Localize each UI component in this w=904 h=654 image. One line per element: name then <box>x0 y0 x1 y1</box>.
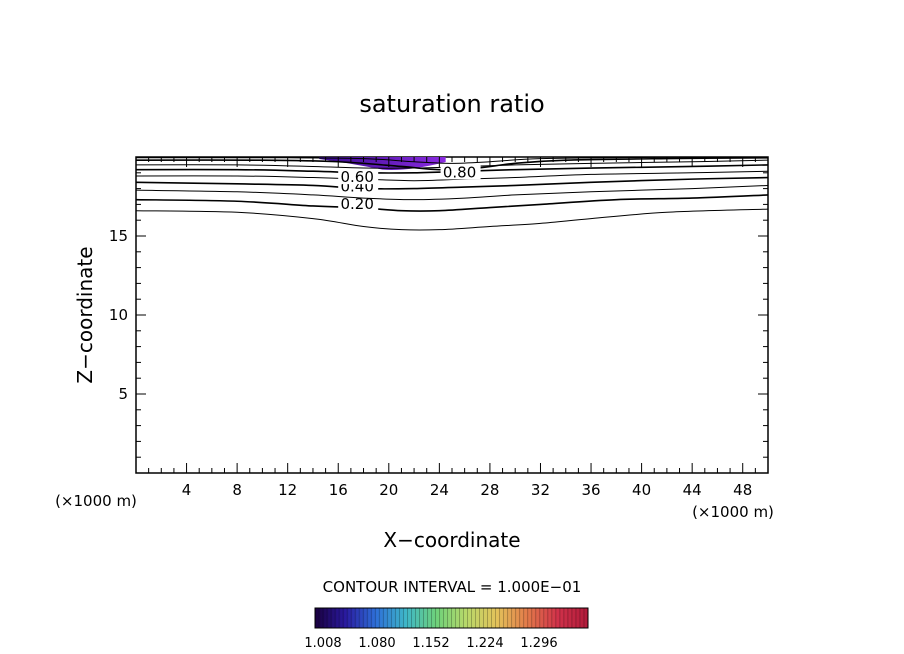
contour-label: 0.80 <box>443 163 476 181</box>
colorbar-labels: 1.008 1.080 1.152 1.224 1.296 <box>304 636 557 651</box>
y-tick-label: 15 <box>109 227 128 245</box>
colorbar-tick-label: 1.296 <box>520 636 557 651</box>
colorbar-tick-label: 1.080 <box>358 636 395 651</box>
z-unit-label: (×1000 m) <box>55 492 137 510</box>
contour-interval-label: CONTOUR INTERVAL = 1.000E−01 <box>323 578 582 596</box>
x-tick-label: 4 <box>182 481 192 499</box>
contour-lines-layer: 0.200.400.60 0.80 <box>135 156 769 231</box>
colorbar-stripes <box>318 608 585 628</box>
x-unit-label: (×1000 m) <box>692 503 774 521</box>
x-tick-label: 48 <box>733 481 752 499</box>
y-tick-label: 5 <box>118 385 128 403</box>
contour-line <box>135 194 769 212</box>
colorbar-tick-label: 1.008 <box>304 636 341 651</box>
contour-label: 0.60 <box>340 168 373 186</box>
contour-line <box>135 170 769 182</box>
colorbar <box>314 607 589 629</box>
contour-label-bg <box>338 168 379 185</box>
y-axis-label: Z−coordinate <box>73 246 97 383</box>
x-tick-label: 8 <box>232 481 242 499</box>
contour-line <box>135 184 769 201</box>
x-tick-label: 44 <box>683 481 702 499</box>
y-tick-label: 10 <box>109 306 128 324</box>
x-axis-label: X−coordinate <box>383 528 520 552</box>
x-tick-label: 12 <box>278 481 297 499</box>
contour-label: 0.20 <box>340 195 373 213</box>
colorbar-tick-label: 1.152 <box>412 636 449 651</box>
x-tick-label: 36 <box>581 481 600 499</box>
x-tick-label: 28 <box>480 481 499 499</box>
contour-line <box>135 176 769 190</box>
x-tick-label: 24 <box>430 481 449 499</box>
x-tick-label: 32 <box>531 481 550 499</box>
x-tick-label: 40 <box>632 481 651 499</box>
contour-label-bg <box>440 163 481 180</box>
colorbar-tick-label: 1.224 <box>466 636 503 651</box>
x-tick-label: 20 <box>379 481 398 499</box>
chart-title: saturation ratio <box>359 90 544 118</box>
plot-frame <box>135 156 769 474</box>
x-tick-label: 16 <box>329 481 348 499</box>
contour-line <box>135 208 769 231</box>
contour-label-bg <box>338 194 379 211</box>
